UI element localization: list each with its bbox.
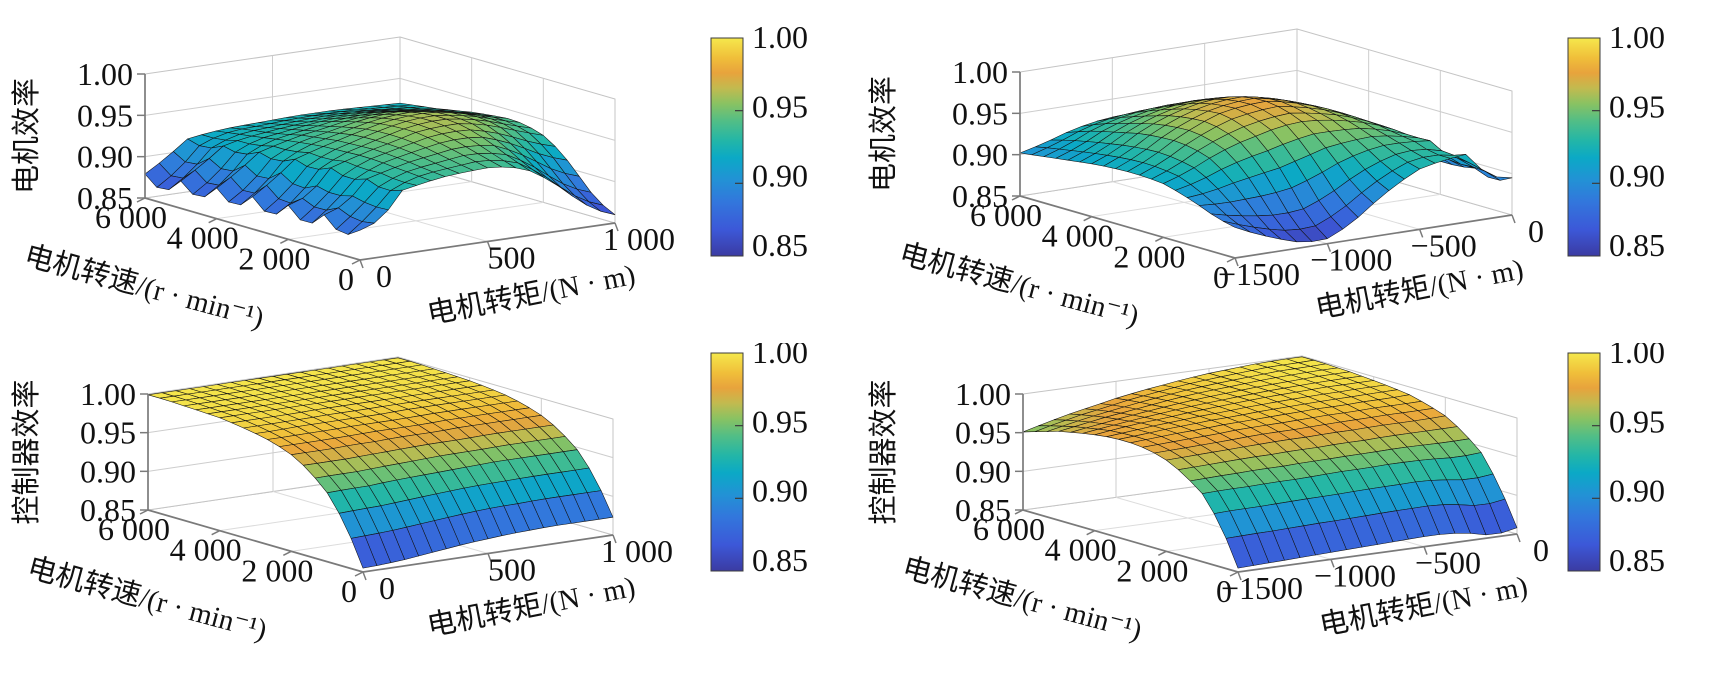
x-tick-label: 0 xyxy=(1528,213,1544,249)
y-tick-label: 6 000 xyxy=(970,197,1042,233)
surface-mesh xyxy=(144,102,616,235)
x-tick-label: −1500 xyxy=(1221,570,1303,606)
z-tick-label: 0.90 xyxy=(952,137,1008,173)
z-tick-label: 0.95 xyxy=(955,415,1011,451)
z-tick-label: 1.00 xyxy=(955,376,1011,412)
colorbar-tick-label: 0.85 xyxy=(752,542,808,578)
colorbar-gradient xyxy=(710,352,744,572)
z-tick-label: 0.85 xyxy=(80,492,136,528)
z-tick-label: 0.90 xyxy=(77,139,133,175)
colorbar-tick-label: 1.00 xyxy=(1609,343,1665,370)
axis-lines xyxy=(139,393,617,581)
colorbar-tick-label: 0.90 xyxy=(752,158,808,194)
surface-mesh xyxy=(1019,96,1513,243)
z-tick-label: 0.90 xyxy=(80,453,136,489)
axis-lines xyxy=(1014,393,1521,581)
colorbar-tick-label: 1.00 xyxy=(1609,19,1665,55)
colorbar-tick-label: 0.85 xyxy=(1609,542,1665,578)
axis-lines xyxy=(136,73,619,269)
y-tick-label: 2 000 xyxy=(241,552,313,588)
colorbar-tick-label: 0.85 xyxy=(1609,227,1665,263)
z-tick-label: 0.85 xyxy=(77,180,133,216)
x-tick-label: 500 xyxy=(488,552,536,588)
y-tick-label: 2 000 xyxy=(1113,238,1185,274)
colorbar-tick-label: 0.95 xyxy=(1609,403,1665,439)
colorbar-gradient xyxy=(710,37,744,257)
colorbar: 1.00 0.95 0.90 0.85 xyxy=(710,343,808,578)
surface-mesh xyxy=(1022,356,1518,569)
y-tick-label: 4 000 xyxy=(167,220,239,256)
x-tick-label: −1000 xyxy=(1310,242,1392,278)
x-tick-label: 1 000 xyxy=(601,533,673,569)
colorbar-tick-label: 1.00 xyxy=(752,19,808,55)
x-tick-label: −1500 xyxy=(1218,256,1300,292)
z-tick-label: 0.85 xyxy=(952,178,1008,214)
y-tick-label: 4 000 xyxy=(1045,532,1117,568)
z-tick-label: 1.00 xyxy=(952,54,1008,90)
colorbar-tick-label: 0.95 xyxy=(752,88,808,124)
z-tick-label: 1.00 xyxy=(80,376,136,412)
surface-mesh xyxy=(147,357,614,569)
y-tick-label: 6 000 xyxy=(98,511,170,547)
z-tick-label: 0.95 xyxy=(77,97,133,133)
y-tick-label: 6 000 xyxy=(973,511,1045,547)
colorbar-gradient xyxy=(1567,37,1601,257)
z-tick-label: 0.85 xyxy=(955,492,1011,528)
y-tick-label: 4 000 xyxy=(170,532,242,568)
z-tick-label: 0.90 xyxy=(955,453,1011,489)
z-axis-label: 电机效率 xyxy=(10,78,43,194)
x-tick-label: −500 xyxy=(1411,227,1477,263)
z-tick-label: 0.95 xyxy=(952,95,1008,131)
y-tick-label: 0 xyxy=(341,573,357,609)
y-tick-label: 4 000 xyxy=(1042,218,1114,254)
z-tick-label: 1.00 xyxy=(77,56,133,92)
z-tick-label: 0.95 xyxy=(80,415,136,451)
x-tick-label: 0 xyxy=(379,570,395,606)
colorbar: 1.00 0.95 0.90 0.85 xyxy=(710,19,808,263)
x-tick-label: −500 xyxy=(1415,545,1481,581)
colorbar-tick-label: 1.00 xyxy=(752,343,808,370)
colorbar-tick-label: 0.85 xyxy=(752,227,808,263)
y-tick-label: 6 000 xyxy=(95,199,167,235)
y-tick-label: 0 xyxy=(338,261,354,297)
x-tick-label: −1000 xyxy=(1314,557,1396,593)
z-axis-label: 控制器效率 xyxy=(10,379,43,524)
colorbar-tick-label: 0.95 xyxy=(752,403,808,439)
axis-lines xyxy=(1011,71,1516,267)
z-axis-label: 控制器效率 xyxy=(867,379,900,524)
x-tick-label: 500 xyxy=(488,240,536,276)
colorbar: 1.00 0.95 0.90 0.85 xyxy=(1567,19,1665,263)
z-axis-label: 电机效率 xyxy=(867,76,900,192)
x-tick-label: 1 000 xyxy=(603,221,675,257)
x-tick-label: 0 xyxy=(376,258,392,294)
y-tick-label: 0 xyxy=(1213,259,1229,295)
colorbar-tick-label: 0.90 xyxy=(1609,473,1665,509)
colorbar-tick-label: 0.90 xyxy=(752,473,808,509)
colorbar-gradient xyxy=(1567,352,1601,572)
colorbar-tick-label: 0.95 xyxy=(1609,88,1665,124)
y-tick-label: 2 000 xyxy=(238,240,310,276)
y-tick-label: 2 000 xyxy=(1116,552,1188,588)
colorbar-tick-label: 0.90 xyxy=(1609,158,1665,194)
y-tick-label: 0 xyxy=(1216,573,1232,609)
x-tick-label: 0 xyxy=(1533,532,1549,568)
colorbar: 1.00 0.95 0.90 0.85 xyxy=(1567,343,1665,578)
